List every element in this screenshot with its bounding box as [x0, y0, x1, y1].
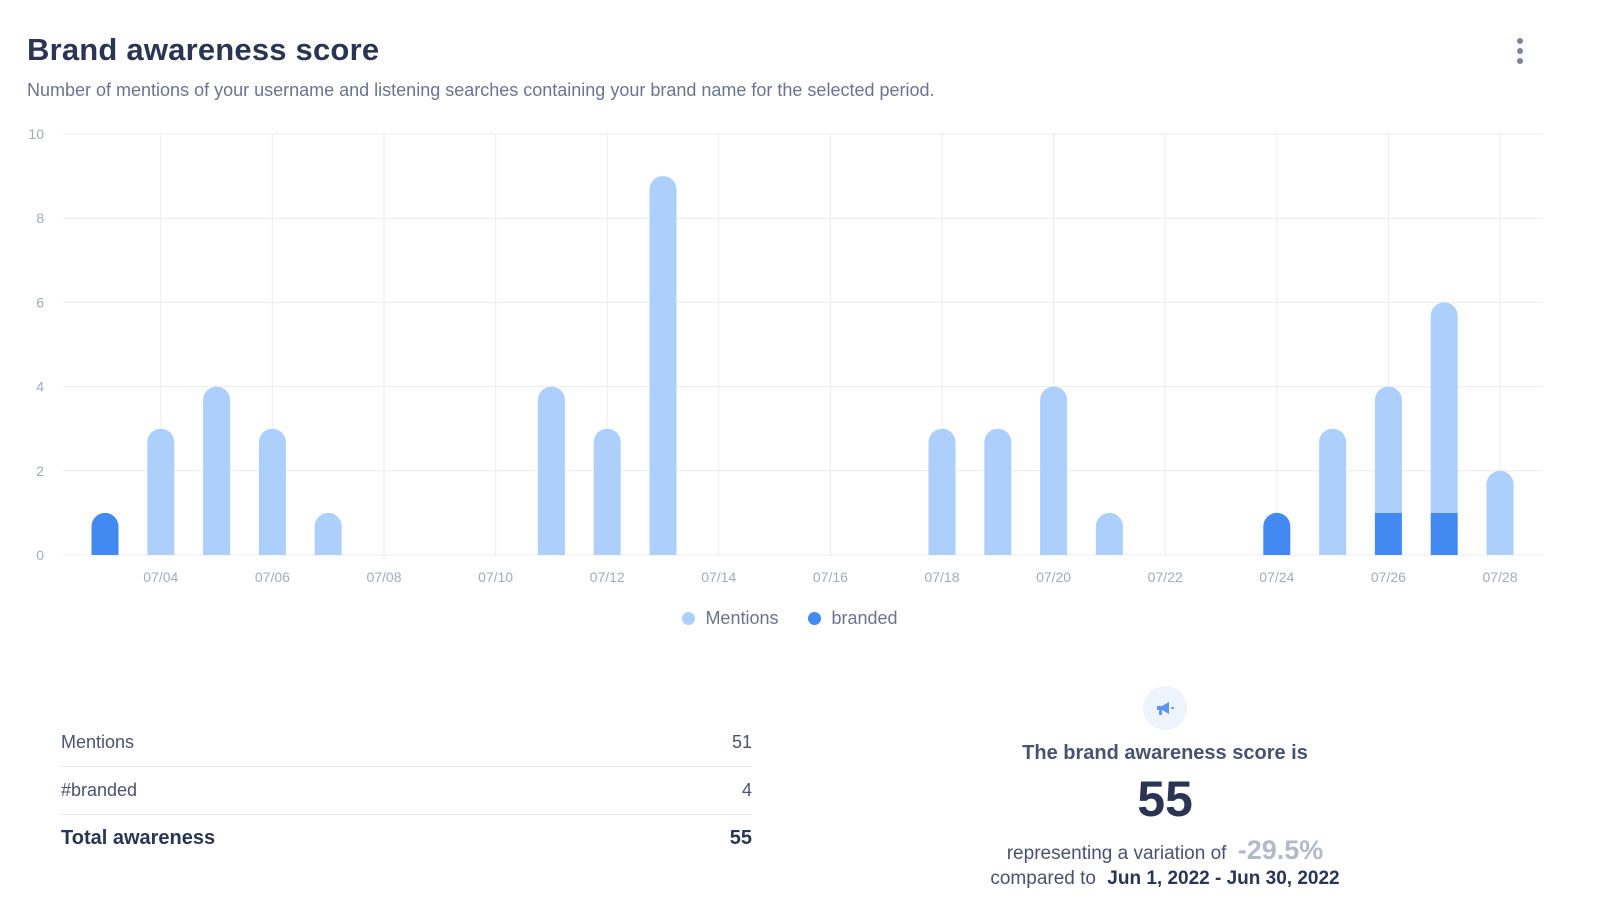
chart-subtitle: Number of mentions of your username and …	[27, 80, 935, 100]
bar-mentions	[1095, 512, 1123, 555]
legend-item-mentions[interactable]: Mentions	[682, 608, 778, 629]
summary-value: 51	[731, 732, 752, 752]
more-vertical-icon-dot	[1517, 48, 1523, 54]
summary-row-total: Total awareness 55	[61, 815, 752, 862]
x-tick-label: 07/22	[1148, 569, 1183, 585]
summary-row-branded: #branded 4	[61, 767, 752, 815]
bar-mentions	[593, 428, 621, 555]
more-vertical-icon-dot	[1517, 58, 1523, 64]
legend-swatch-branded	[808, 612, 822, 625]
summary-value: 4	[741, 780, 752, 800]
bar-branded	[1374, 512, 1402, 555]
chart-legend: Mentions branded	[0, 608, 1580, 629]
bar-mentions	[649, 176, 677, 556]
x-tick-label: 07/10	[478, 569, 513, 585]
legend-label-mentions: Mentions	[705, 608, 779, 628]
compare-range: Jun 1, 2022 - Jun 30, 2022	[1107, 868, 1340, 889]
legend-label-branded: branded	[831, 608, 898, 628]
bar-branded	[91, 512, 119, 555]
variation-value: -29.5%	[1237, 835, 1324, 865]
bar-mentions	[203, 386, 231, 555]
x-tick-label: 07/08	[366, 569, 401, 585]
x-tick-label: 07/16	[813, 569, 848, 585]
x-tick-label: 07/12	[590, 569, 625, 585]
y-tick-label: 8	[36, 210, 44, 226]
more-options-button[interactable]	[1508, 36, 1532, 66]
bar-mentions	[1430, 302, 1458, 513]
bar-chart: 0 2 4 6 8 10 07/04 07/06 07/08 07/10 07/12 07/14 07/…	[28, 126, 1543, 585]
x-tick-label: 07/04	[143, 569, 178, 585]
more-vertical-icon	[1517, 38, 1523, 44]
bar-mentions	[147, 428, 175, 555]
x-tick-label: 07/18	[924, 569, 959, 585]
variation-prefix: representing a variation of	[1006, 843, 1227, 864]
bar-mentions	[537, 386, 565, 555]
megaphone-icon	[1143, 686, 1187, 730]
score-panel: The brand awareness score is 55 represen…	[940, 686, 1390, 890]
bar-mentions	[1040, 386, 1068, 555]
y-tick-label: 6	[36, 294, 44, 310]
summary-label: Mentions	[61, 732, 135, 752]
bar-branded	[1263, 512, 1291, 555]
legend-item-branded[interactable]: branded	[808, 608, 898, 629]
bar-mentions	[984, 428, 1012, 555]
score-heading: The brand awareness score is	[1022, 742, 1308, 764]
x-tick-label: 07/14	[701, 569, 736, 585]
y-tick-label: 0	[36, 547, 44, 563]
x-tick-label: 07/24	[1259, 569, 1294, 585]
bar-branded	[1430, 512, 1458, 555]
x-tick-label: 07/06	[255, 569, 290, 585]
x-tick-label: 07/28	[1482, 569, 1517, 585]
chart-title: Brand awareness score	[27, 32, 380, 67]
bar-mentions	[1374, 386, 1402, 513]
x-tick-label: 07/26	[1371, 569, 1406, 585]
bar-mentions	[928, 428, 956, 555]
y-tick-label: 2	[36, 463, 44, 479]
summary-total-value: 55	[729, 827, 752, 849]
summary-total-label: Total awareness	[61, 827, 216, 849]
summary-row-mentions: Mentions 51	[61, 719, 752, 767]
y-tick-label: 4	[36, 379, 44, 395]
compare-line: compared to Jun 1, 2022 - Jun 30, 2022	[940, 868, 1390, 890]
legend-swatch-mentions	[682, 612, 696, 625]
bar-mentions	[1319, 428, 1347, 555]
variation-line: representing a variation of -29.5%	[940, 835, 1390, 866]
bar-mentions	[1486, 470, 1514, 555]
summary-label: #branded	[61, 780, 138, 800]
score-value: 55	[1137, 771, 1193, 827]
compare-prefix: compared to	[990, 868, 1096, 889]
bar-mentions	[258, 428, 286, 555]
summary-table: Mentions 51 #branded 4 Total awareness 5…	[61, 719, 752, 862]
bar-mentions	[314, 512, 342, 555]
x-tick-label: 07/20	[1036, 569, 1071, 585]
y-tick-label: 10	[28, 126, 44, 142]
